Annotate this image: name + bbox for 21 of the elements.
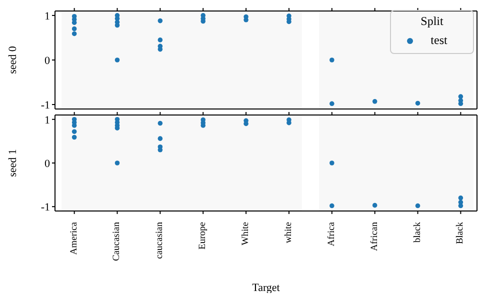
x-axis-title: Target (252, 282, 280, 294)
y-tick-label: 1 (44, 114, 50, 126)
y-tick-label: 0 (44, 158, 50, 170)
x-tick-label: America (69, 221, 80, 255)
y-tick-label: -1 (40, 202, 50, 214)
x-tick-label: white (284, 222, 294, 244)
x-tick-label: black (412, 222, 423, 243)
y-tick-label: 1 (44, 10, 50, 22)
x-tick-label: Caucasian (112, 222, 122, 262)
y-tick-label: 0 (44, 54, 50, 67)
legend-title: Split (420, 14, 444, 29)
x-tick-label: Europe (198, 222, 208, 250)
legend-label: test (430, 33, 448, 47)
x-tick-label: Black (456, 222, 466, 244)
y-axis-title: seed 0 (6, 46, 19, 74)
x-tick-label: African (370, 222, 380, 252)
x-tick-label: Africa (326, 221, 337, 246)
y-axis-title: seed 1 (6, 149, 19, 177)
y-tick-label: -1 (40, 99, 50, 112)
x-tick-label: caucasian (155, 222, 166, 259)
x-tick-label: White (241, 222, 252, 246)
